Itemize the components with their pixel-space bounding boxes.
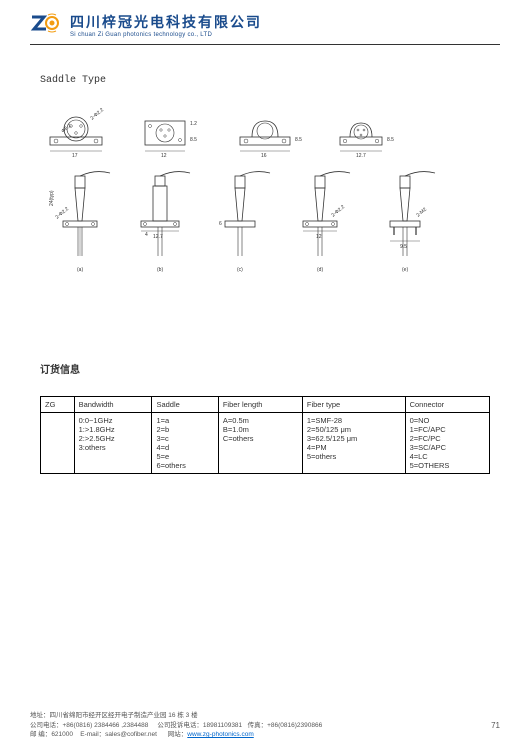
- col-bandwidth: Bandwidth: [74, 397, 152, 413]
- svg-text:1.2: 1.2: [190, 121, 197, 127]
- cell-fiber-type: 1=SMF-28 2=50/125 μm 3=62.5/125 μm 4=PM …: [302, 413, 405, 474]
- complaint-label: 公司投诉电话：: [157, 722, 203, 729]
- website-link[interactable]: www.zg-photonics.com: [187, 731, 253, 738]
- cell-bandwidth: 0:0~1GHz 1:>1.8GHz 2:>2.5GHz 3:others: [74, 413, 152, 474]
- address: 四川省绵阳市经开区经开电子制造产业园 16 栋 3 楼: [50, 712, 198, 719]
- order-info-title: 订货信息: [40, 361, 530, 376]
- footer: 地址：四川省绵阳市经开区经开电子制造产业园 16 栋 3 楼 公司电话：+86(…: [30, 711, 500, 740]
- svg-text:16: 16: [261, 153, 267, 159]
- company-block: 四川梓冠光电科技有限公司 Si chuan Zi Guan photonics …: [70, 12, 262, 38]
- col-fiber-length: Fiber length: [218, 397, 302, 413]
- zip-label: 邮 编：: [30, 731, 51, 738]
- svg-text:4: 4: [145, 232, 148, 238]
- svg-text:(d): (d): [317, 267, 323, 273]
- svg-text:24(typ): 24(typ): [49, 190, 55, 206]
- svg-text:2-Φ2.2: 2-Φ2.2: [89, 107, 105, 122]
- svg-text:12: 12: [161, 153, 167, 159]
- company-name-cn: 四川梓冠光电科技有限公司: [70, 12, 262, 32]
- svg-text:(a): (a): [77, 267, 83, 273]
- svg-text:8.5: 8.5: [295, 137, 302, 143]
- table-header-row: ZG Bandwidth Saddle Fiber length Fiber t…: [41, 397, 490, 413]
- header: 四川梓冠光电科技有限公司 Si chuan Zi Guan photonics …: [0, 0, 530, 42]
- header-divider: [30, 44, 500, 45]
- saddle-diagrams: Φ6.2 2-Φ2.2 17 1.2 8.5 12: [40, 101, 490, 301]
- phone: +86(0816) 2384466 ,2384488: [63, 722, 149, 729]
- svg-text:(e): (e): [402, 267, 408, 273]
- svg-text:6: 6: [219, 221, 222, 227]
- svg-text:2-Φ2.2: 2-Φ2.2: [54, 206, 70, 221]
- complaint: 18981109381: [203, 722, 242, 729]
- svg-text:2-M2: 2-M2: [415, 206, 428, 218]
- web-label: 网站：: [168, 731, 188, 738]
- svg-text:8.5: 8.5: [190, 137, 197, 143]
- cell-fiber-length: A=0.5m B=1.0m C=others: [218, 413, 302, 474]
- zip: 621000: [51, 731, 73, 738]
- cell-connector: 0=NO 1=FC/APC 2=FC/PC 3=SC/APC 4=LC 5=OT…: [405, 413, 489, 474]
- section-title: Saddle Type: [40, 75, 530, 86]
- col-saddle: Saddle: [152, 397, 218, 413]
- fax: +86(0816)2390866: [267, 722, 322, 729]
- svg-text:17: 17: [72, 153, 78, 159]
- svg-text:12: 12: [316, 234, 322, 240]
- svg-text:(b): (b): [157, 267, 163, 273]
- email: sales@cofiber.net: [105, 731, 157, 738]
- svg-text:(c): (c): [237, 267, 243, 273]
- order-info-table: ZG Bandwidth Saddle Fiber length Fiber t…: [40, 396, 490, 474]
- svg-text:2-Φ2.2: 2-Φ2.2: [330, 204, 346, 219]
- col-zg: ZG: [41, 397, 75, 413]
- page-number: 71: [491, 721, 500, 730]
- svg-text:8.5: 8.5: [387, 137, 394, 143]
- svg-text:9.5: 9.5: [400, 244, 407, 250]
- phone-label: 公司电话：: [30, 722, 63, 729]
- address-label: 地址：: [30, 712, 50, 719]
- col-connector: Connector: [405, 397, 489, 413]
- email-label: E-mail：: [80, 731, 105, 738]
- col-fiber-type: Fiber type: [302, 397, 405, 413]
- logo: [30, 13, 62, 37]
- cell-zg: [41, 413, 75, 474]
- cell-saddle: 1=a 2=b 3=c 4=d 5=e 6=others: [152, 413, 218, 474]
- fax-label: 传真：: [248, 722, 268, 729]
- table-row: 0:0~1GHz 1:>1.8GHz 2:>2.5GHz 3:others 1=…: [41, 413, 490, 474]
- svg-text:12.7: 12.7: [153, 234, 163, 240]
- company-name-en: Si chuan Zi Guan photonics technology co…: [70, 32, 262, 38]
- svg-text:12.7: 12.7: [356, 153, 366, 159]
